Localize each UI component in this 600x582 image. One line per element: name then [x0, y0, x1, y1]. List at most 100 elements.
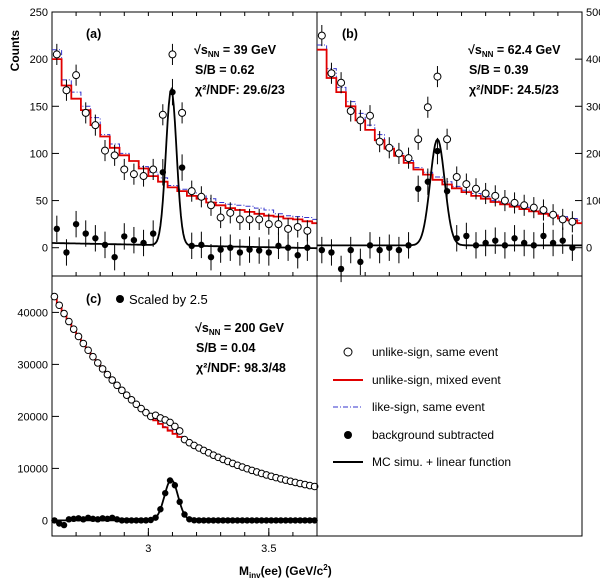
bg-sub-point	[111, 253, 118, 261]
energy-label: √sNN = 39 GeV	[194, 43, 277, 59]
bg-sub-point	[511, 235, 518, 242]
bg-sub-point	[434, 147, 441, 155]
unlike-same-point	[65, 317, 73, 326]
unlike-same-point	[337, 78, 346, 87]
unlike-same-point	[216, 213, 225, 222]
sb-label: S/B = 0.39	[469, 63, 528, 77]
unlike-same-point	[108, 376, 117, 384]
unlike-same-point	[366, 111, 374, 120]
series-like-sign	[52, 49, 317, 220]
unlike-same-point	[472, 184, 480, 193]
bg-sub-point	[347, 246, 354, 254]
panel-letter: (a)	[86, 27, 101, 41]
x-tick-label: 3	[145, 543, 151, 555]
bg-sub-point	[328, 249, 335, 256]
y-tick-label: 0	[42, 243, 48, 255]
unlike-same-point	[142, 408, 150, 417]
unlike-same-point	[120, 165, 129, 174]
y-tick-label: 50	[36, 196, 48, 208]
bg-sub-point	[501, 242, 509, 249]
bg-sub-point	[60, 521, 68, 529]
bg-sub-point	[140, 239, 147, 247]
scaled-note-marker	[116, 295, 124, 303]
y-tick-label: 0	[42, 515, 48, 527]
unlike-same-point	[69, 325, 78, 333]
y-tick-label: 150	[30, 101, 48, 113]
bg-sub-point	[275, 242, 282, 250]
panel-c-200gev: 0 10000 20000 30000 40000 3 3.5 (c) √sNN = 200 G…	[17, 275, 319, 555]
bg-sub-point	[265, 249, 273, 256]
unlike-same-point	[510, 198, 519, 207]
unlike-same-point	[127, 396, 136, 404]
sb-label: S/B = 0.04	[196, 341, 255, 355]
bg-sub-point	[236, 249, 244, 256]
bg-sub-point	[56, 520, 63, 527]
y-tick-label: 500	[586, 7, 600, 19]
series-unlike-mixed	[52, 58, 317, 225]
unlike-same-point	[500, 196, 509, 205]
bg-sub-point	[246, 246, 253, 253]
panel-a-39gev: 0 50 100 150 200 250 (a) √sNN = 39 GeV S/B = 0.6…	[30, 7, 318, 277]
chi2-label: χ²/NDF: 29.6/23	[195, 83, 285, 97]
legend-mc: MC simu. + linear function	[372, 455, 511, 469]
legend-filled-dot-marker	[344, 431, 352, 439]
unlike-same-point	[462, 180, 471, 189]
unlike-same-point	[81, 108, 90, 117]
bg-sub-point	[130, 236, 138, 244]
bg-sub-point	[443, 187, 451, 195]
unlike-same-point	[568, 217, 577, 226]
unlike-same-point	[93, 359, 102, 367]
unlike-same-point	[481, 189, 490, 198]
legend-panel-frame	[316, 275, 583, 537]
unlike-same-point	[72, 71, 81, 80]
unlike-same-point	[62, 86, 71, 95]
unlike-same-point	[129, 170, 138, 179]
unlike-same-point	[74, 332, 83, 341]
y-tick-label: 400	[586, 54, 600, 66]
unlike-same-point	[346, 107, 355, 115]
bg-sub-point	[559, 237, 566, 244]
unlike-same-point	[187, 187, 196, 196]
y-tick-label: 200	[30, 54, 48, 66]
unlike-same-point	[50, 292, 59, 301]
bg-sub-point	[109, 514, 116, 521]
unlike-same-point	[274, 220, 283, 229]
bg-sub-point	[63, 249, 70, 256]
unlike-same-point	[101, 146, 109, 155]
y-tick-label: 0	[586, 243, 592, 255]
bg-sub-point	[198, 241, 205, 249]
panel-frame	[51, 275, 318, 537]
unlike-same-point	[558, 215, 567, 224]
unlike-same-point	[52, 50, 61, 59]
bg-sub-point	[72, 220, 80, 228]
y-tick-label: 40000	[17, 307, 48, 319]
unlike-same-point	[60, 309, 68, 318]
unlike-same-point	[303, 226, 312, 235]
unlike-same-point	[55, 301, 64, 310]
unlike-same-point	[118, 386, 126, 395]
bg-sub-point	[414, 185, 422, 192]
y-tick-label: 200	[586, 148, 600, 160]
bg-sub-point	[294, 252, 301, 259]
unlike-same-point	[197, 192, 206, 201]
bg-sub-point	[82, 230, 89, 237]
bg-sub-point	[549, 239, 557, 247]
bg-sub-point	[357, 258, 364, 266]
chi2-label: χ²/NDF: 24.5/23	[469, 83, 559, 97]
bg-sub-point	[318, 246, 326, 254]
bg-sub-point	[304, 244, 311, 251]
bg-sub-point	[159, 169, 167, 176]
bg-sub-point	[482, 239, 489, 247]
unlike-same-point	[414, 135, 423, 144]
energy-label: √sNN = 62.4 GeV	[468, 43, 561, 59]
bg-sub-point	[255, 247, 263, 254]
unlike-same-point	[79, 339, 88, 348]
legend-unlike-same: unlike-sign, same event	[372, 345, 499, 359]
bg-sub-point	[366, 242, 374, 249]
bg-sub-point	[376, 246, 383, 254]
bg-sub-point	[520, 239, 528, 247]
unlike-same-point	[317, 31, 326, 40]
y-tick-label: 10000	[17, 463, 48, 475]
unlike-same-point	[166, 418, 174, 427]
